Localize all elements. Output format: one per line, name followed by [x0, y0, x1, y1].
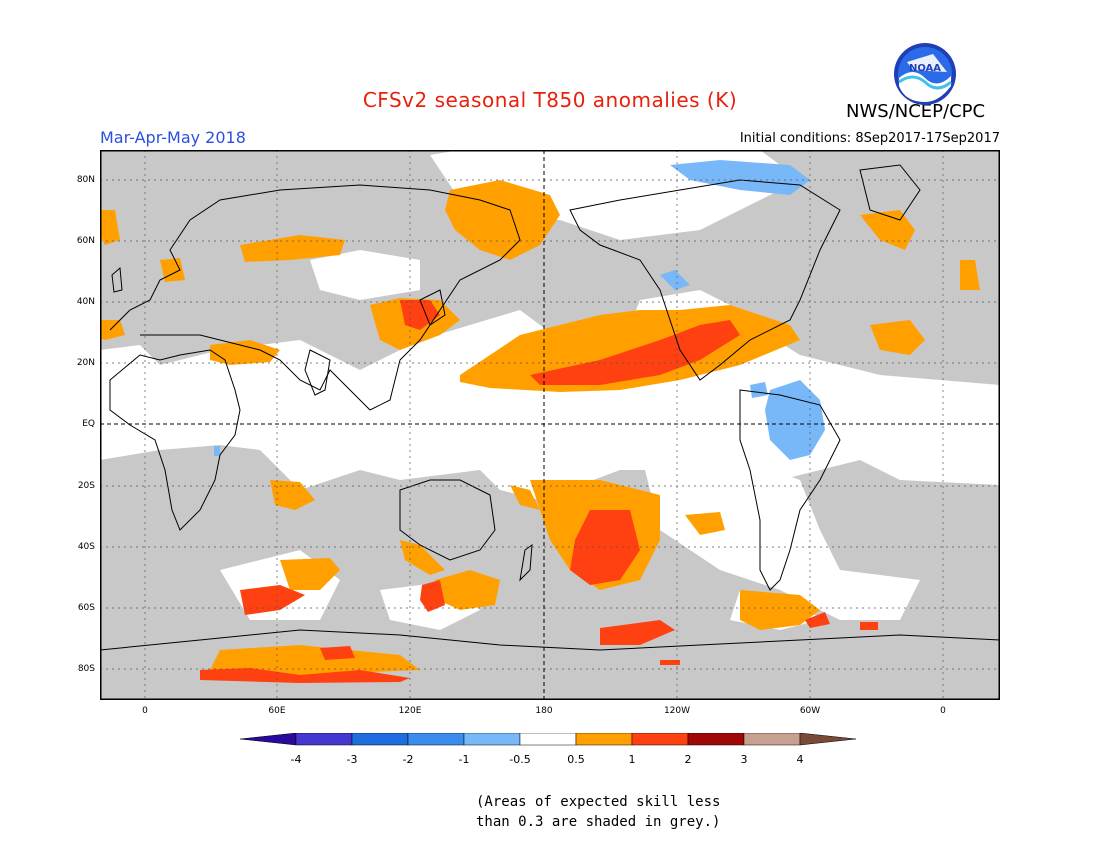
- colorbar: [239, 733, 857, 746]
- colorbar-tick-label: 2: [684, 753, 692, 766]
- lat-label: 20S: [77, 481, 95, 491]
- lon-label: 0: [142, 706, 148, 716]
- colorbar-min-triangle: [239, 733, 297, 746]
- lon-label: 120W: [663, 706, 691, 716]
- lon-label: 60E: [268, 706, 286, 716]
- colorbar-cell: [575, 733, 633, 746]
- lat-label: 60N: [76, 236, 95, 246]
- map-frame: [100, 150, 1000, 700]
- colorbar-cell: [407, 733, 465, 746]
- map-title: CFSv2 seasonal T850 anomalies (K): [362, 88, 738, 112]
- colorbar-tick-label: -1: [458, 753, 470, 766]
- lat-label: 20N: [76, 358, 95, 368]
- colorbar-tick-label: -2: [402, 753, 414, 766]
- colorbar-cell: [743, 733, 801, 746]
- agency-label: NWS/NCEP/CPC: [846, 101, 986, 122]
- colorbar-tick-label: -4: [290, 753, 302, 766]
- lat-label: 40S: [77, 542, 95, 552]
- lat-label: 40N: [76, 297, 95, 307]
- colorbar-max-triangle: [799, 733, 857, 746]
- initial-conditions: Initial conditions: 8Sep2017-17Sep2017: [739, 131, 1000, 146]
- lon-label: 180: [535, 706, 553, 716]
- lat-label: 80S: [77, 664, 95, 674]
- colorbar-cell: [351, 733, 409, 746]
- noaa-logo-icon: NOAA: [894, 43, 956, 105]
- colorbar-tick-label: 0.5: [567, 753, 585, 766]
- colorbar-cell: [519, 733, 577, 746]
- skill-note-line: (Areas of expected skill less: [476, 794, 721, 810]
- colorbar-tick-label: 1: [628, 753, 636, 766]
- anomaly-map: [100, 150, 1000, 700]
- lon-label: 0: [940, 706, 946, 716]
- colorbar-cell: [687, 733, 745, 746]
- colorbar-cell: [295, 733, 353, 746]
- skill-note: (Areas of expected skill less than 0.3 a…: [476, 792, 720, 832]
- lat-label: 60S: [77, 603, 95, 613]
- warm-anomaly-1-2: [200, 300, 878, 683]
- lon-label: 60W: [799, 706, 821, 716]
- lat-label: 80N: [76, 175, 95, 185]
- forecast-period: Mar-Apr-May 2018: [100, 128, 246, 147]
- lon-label: 120E: [398, 706, 422, 716]
- colorbar-tick-label: 4: [796, 753, 804, 766]
- graticule: [100, 150, 1000, 700]
- colorbar-tick-label: 3: [740, 753, 748, 766]
- colorbar-cell: [631, 733, 689, 746]
- svg-text:NOAA: NOAA: [909, 63, 941, 74]
- coastlines: [100, 164, 1000, 651]
- lat-label: EQ: [82, 419, 95, 429]
- skill-note-line: than 0.3 are shaded in grey.): [476, 814, 721, 830]
- colorbar-tick-label: -0.5: [509, 753, 531, 766]
- colorbar-cell: [463, 733, 521, 746]
- reference-lines: [100, 150, 1000, 700]
- colorbar-tick-label: -3: [346, 753, 358, 766]
- cool-anomaly-0p5-1: [214, 160, 825, 460]
